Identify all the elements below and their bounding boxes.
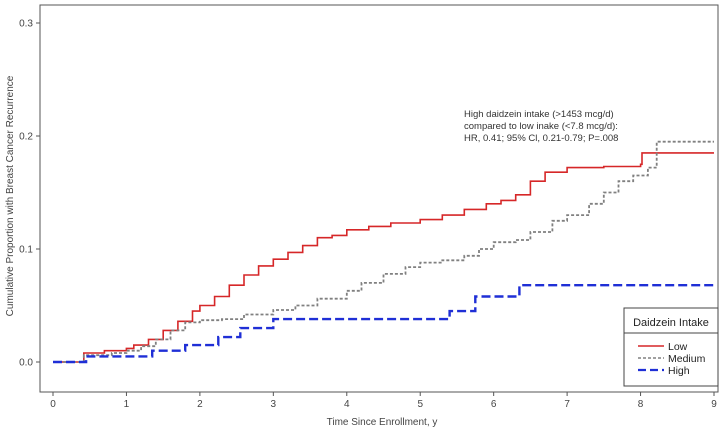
legend-label-high: High — [668, 365, 690, 377]
legend-label-medium: Medium — [668, 353, 706, 365]
x-axis: 0 1 2 3 4 5 6 7 8 9 — [50, 392, 717, 410]
x-tick-label: 6 — [491, 399, 497, 410]
x-tick-label: 3 — [271, 399, 277, 410]
annotation-line-2: compared to low inake (<7.8 mcg/d): — [464, 121, 618, 132]
x-tick-label: 0 — [50, 399, 56, 410]
series-line-high — [53, 284, 714, 364]
series-line-medium — [53, 140, 714, 363]
x-tick-label: 4 — [344, 399, 350, 410]
x-tick-label: 2 — [197, 399, 203, 410]
series-line-low — [53, 152, 714, 363]
x-tick-label: 9 — [711, 399, 717, 410]
legend-title: Daidzein Intake — [633, 317, 709, 329]
hazard-ratio-annotation: High daidzein intake (>1453 mcg/d) compa… — [464, 109, 618, 144]
x-axis-title: Time Since Enrollment, y — [327, 417, 438, 428]
y-axis-title: Cumulative Proportion with Breast Cancer… — [5, 75, 16, 316]
annotation-line-3: HR, 0.41; 95% Cl, 0.21-0.79; P=.008 — [464, 133, 618, 144]
y-tick-label: 0.2 — [19, 132, 33, 143]
x-tick-label: 7 — [564, 399, 570, 410]
legend: Daidzein Intake Low Medium High — [623, 307, 719, 387]
x-tick-label: 8 — [638, 399, 644, 410]
annotation-line-1: High daidzein intake (>1453 mcg/d) — [464, 109, 614, 120]
y-axis: 0.0 0.1 0.2 0.3 — [19, 19, 40, 369]
y-tick-label: 0.3 — [19, 19, 33, 30]
x-tick-label: 1 — [124, 399, 130, 410]
plot-area-border — [39, 4, 719, 393]
plot-frame — [39, 4, 719, 393]
y-tick-label: 0.1 — [19, 245, 33, 256]
legend-label-low: Low — [668, 341, 688, 353]
series-layer — [53, 140, 714, 364]
y-tick-label: 0.0 — [19, 358, 33, 369]
x-tick-label: 5 — [417, 399, 423, 410]
legend-box — [623, 307, 719, 387]
